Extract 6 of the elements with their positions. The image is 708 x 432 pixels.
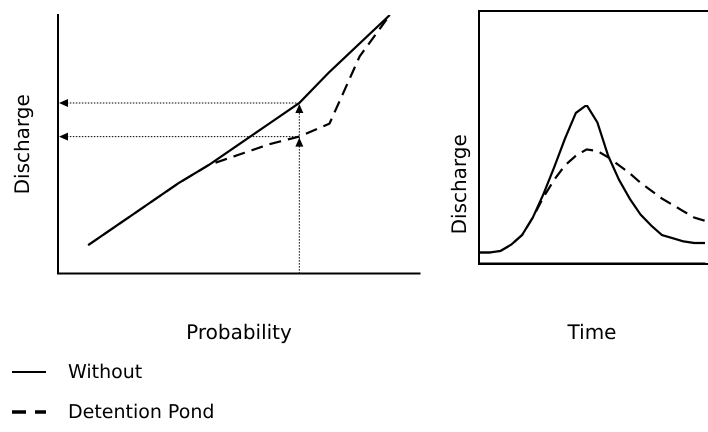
legend-label: Detention Pond bbox=[68, 401, 214, 423]
y-axis-title: Discharge bbox=[10, 94, 34, 194]
y-axis-title: Discharge bbox=[447, 134, 472, 234]
x-axis-title: Probability bbox=[186, 320, 292, 344]
legend-label: Without bbox=[68, 361, 142, 383]
x-axis-title: Time bbox=[566, 320, 616, 344]
